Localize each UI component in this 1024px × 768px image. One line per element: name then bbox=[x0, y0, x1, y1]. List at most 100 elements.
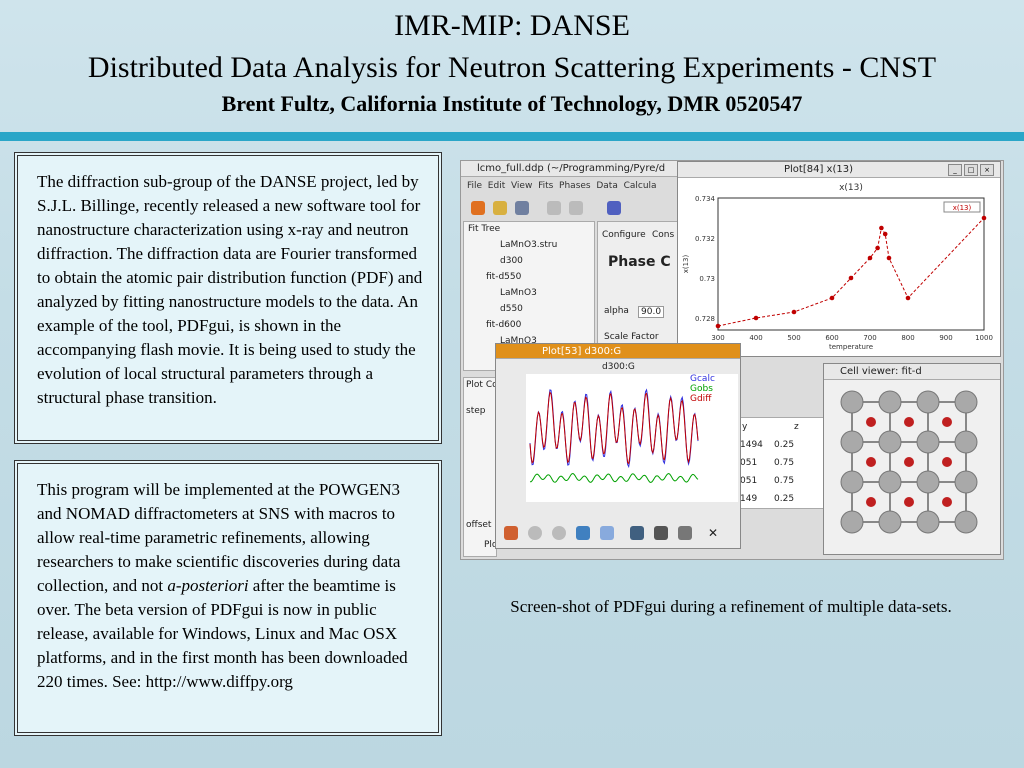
header-divider bbox=[0, 132, 1024, 141]
x-tick-label: 1000 bbox=[975, 334, 993, 342]
author-line: Brent Fultz, California Institute of Tec… bbox=[221, 91, 803, 116]
atom-la bbox=[916, 470, 940, 494]
plot-84-titlebar: Plot[84] x(13) bbox=[678, 162, 1000, 178]
data-point bbox=[882, 231, 888, 237]
tree-item[interactable]: LaMnO3 bbox=[500, 336, 537, 346]
atom-table: y z 1494 0.25 051 0.75 051 0.75 149 0.25 bbox=[733, 417, 829, 509]
menu-phases[interactable]: Phases bbox=[559, 181, 591, 191]
plot-53-inner-title: d300:G bbox=[602, 362, 635, 372]
tree-item[interactable]: fit-d550 bbox=[486, 272, 522, 282]
tree-item[interactable]: d550 bbox=[500, 304, 523, 314]
open-icon[interactable] bbox=[493, 201, 507, 215]
atom-la bbox=[954, 390, 978, 414]
tree-item[interactable]: LaMnO3.stru bbox=[500, 240, 558, 250]
chart-title: x(13) bbox=[839, 183, 863, 193]
home-icon[interactable] bbox=[504, 526, 518, 540]
data-point bbox=[715, 323, 721, 329]
crystal-structure bbox=[840, 390, 978, 534]
forward-icon[interactable] bbox=[552, 526, 566, 540]
data-point bbox=[848, 275, 854, 281]
close-button[interactable]: × bbox=[980, 164, 994, 176]
close-icon[interactable]: ✕ bbox=[708, 526, 719, 540]
menu-bar: File Edit View Fits Phases Data Calcula bbox=[467, 181, 657, 191]
zoom-icon[interactable] bbox=[600, 526, 614, 540]
description-text: The diffraction sub-group of the DANSE p… bbox=[37, 172, 423, 407]
tab-configure[interactable]: Configure bbox=[602, 230, 646, 240]
maximize-button[interactable]: □ bbox=[964, 164, 978, 176]
table-cell[interactable]: 149 bbox=[740, 494, 758, 504]
menu-view[interactable]: View bbox=[510, 181, 533, 191]
menu-file[interactable]: File bbox=[467, 181, 483, 191]
tab-constraints[interactable]: Cons bbox=[652, 230, 675, 240]
cell-viewer-title: Cell viewer: fit-d bbox=[840, 366, 922, 377]
main-window-title: lcmo_full.ddp (~/Programming/Pyre/d bbox=[477, 163, 666, 174]
minimize-button[interactable]: _ bbox=[948, 164, 962, 176]
table-cell[interactable]: 051 bbox=[740, 476, 758, 486]
plot-53-window: Plot[53] d300:G d300:G Gcalc Gobs Gdiff … bbox=[495, 343, 741, 549]
tree-item[interactable]: fit-d600 bbox=[486, 320, 522, 330]
x-axis-label: temperature bbox=[829, 343, 873, 351]
table-cell[interactable]: 0.25 bbox=[774, 440, 795, 450]
y-tick-label: 0.732 bbox=[695, 235, 715, 243]
plot-button[interactable]: Plot bbox=[484, 540, 501, 550]
data-point bbox=[753, 315, 759, 321]
back-icon[interactable] bbox=[528, 526, 542, 540]
table-cell[interactable]: 0.75 bbox=[774, 458, 795, 468]
stop-icon[interactable] bbox=[569, 201, 583, 215]
x-tick-label: 800 bbox=[901, 334, 914, 342]
atom-o bbox=[866, 457, 876, 467]
program-text-italic: a-posteriori bbox=[167, 576, 249, 595]
alpha-input[interactable]: 90.0 bbox=[638, 306, 665, 318]
menu-fits[interactable]: Fits bbox=[538, 181, 554, 191]
x-tick-label: 300 bbox=[711, 334, 724, 342]
offset-label: offset bbox=[466, 520, 492, 530]
save-icon[interactable] bbox=[515, 201, 529, 215]
plot-icon[interactable] bbox=[607, 201, 621, 215]
atom-la bbox=[878, 470, 902, 494]
atom-la bbox=[878, 390, 902, 414]
atom-o bbox=[904, 497, 914, 507]
atom-la bbox=[916, 510, 940, 534]
y-tick-label: 0.734 bbox=[695, 195, 716, 203]
menu-edit[interactable]: Edit bbox=[487, 181, 506, 191]
table-cell[interactable]: 1494 bbox=[740, 440, 763, 450]
data-point bbox=[829, 295, 835, 301]
atom-o bbox=[942, 417, 952, 427]
atom-la bbox=[916, 390, 940, 414]
x-tick-label: 400 bbox=[749, 334, 762, 342]
tree-item[interactable]: LaMnO3 bbox=[500, 288, 537, 298]
table-cell[interactable]: 0.25 bbox=[774, 494, 795, 504]
new-icon[interactable] bbox=[471, 201, 485, 215]
pan-icon[interactable] bbox=[576, 526, 590, 540]
data-point bbox=[867, 255, 873, 261]
export-icon[interactable] bbox=[678, 526, 692, 540]
atom-la bbox=[954, 510, 978, 534]
menu-calculations[interactable]: Calcula bbox=[623, 181, 657, 191]
save-plot-icon[interactable] bbox=[630, 526, 644, 540]
plot-control-label: Plot Co bbox=[466, 380, 498, 390]
x13-chart: x(13) 300 400 500 600 700 800 900 1000 0.728 0.73 0… bbox=[682, 183, 993, 351]
gobs-curve bbox=[529, 391, 699, 465]
cell-viewer-window: Cell viewer: fit-d bbox=[823, 363, 1001, 555]
table-cell[interactable]: 051 bbox=[740, 458, 758, 468]
tree-item[interactable]: d300 bbox=[500, 256, 523, 266]
y-axis-label: x(13) bbox=[682, 254, 690, 273]
phase-heading: Phase C bbox=[608, 254, 671, 270]
data-point bbox=[886, 255, 892, 261]
cell-viewer-titlebar: Cell viewer: fit-d bbox=[824, 364, 1000, 380]
atom-la bbox=[878, 510, 902, 534]
program-text-part1: This program will be implemented at the … bbox=[37, 480, 401, 595]
menu-data[interactable]: Data bbox=[596, 181, 618, 191]
data-point bbox=[791, 309, 797, 315]
print-icon[interactable] bbox=[654, 526, 668, 540]
atom-la bbox=[840, 470, 864, 494]
run-icon[interactable] bbox=[547, 201, 561, 215]
table-cell[interactable]: 0.75 bbox=[774, 476, 795, 486]
x-tick-label: 500 bbox=[787, 334, 800, 342]
program-text-part2: after the beamtime is over. The beta ver… bbox=[37, 576, 408, 691]
data-point bbox=[875, 245, 880, 251]
program-box: This program will be implemented at the … bbox=[14, 460, 442, 736]
legend-gobs: Gobs bbox=[690, 384, 713, 394]
pdfgui-screenshot: lcmo_full.ddp (~/Programming/Pyre/d File… bbox=[460, 160, 1004, 560]
plot-84-title: Plot[84] x(13) bbox=[784, 164, 853, 175]
